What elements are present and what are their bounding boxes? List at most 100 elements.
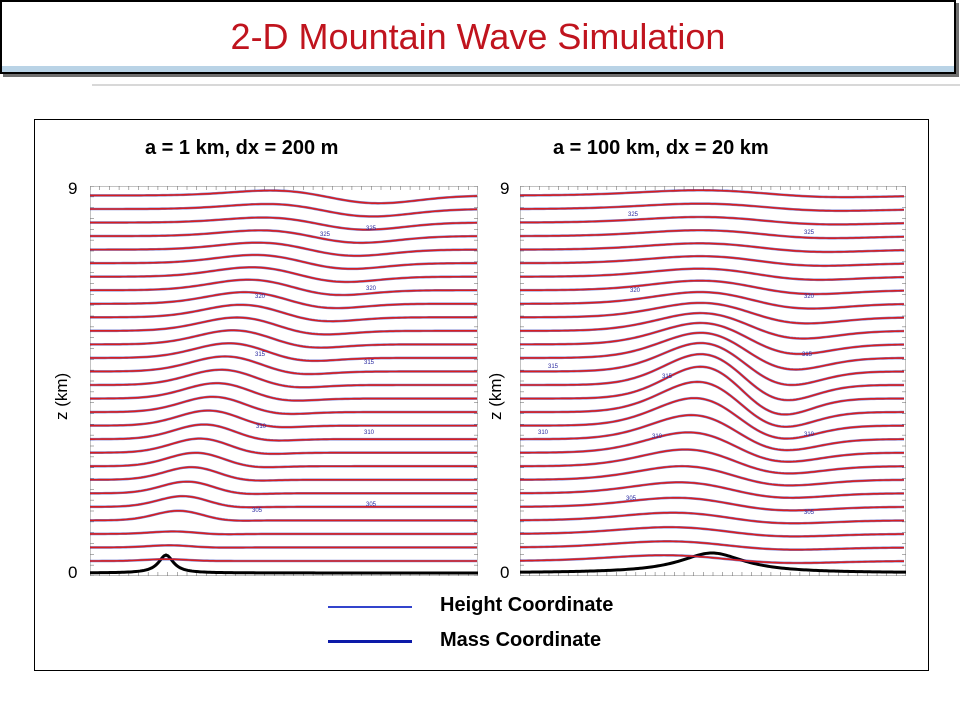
left-streamline-mass [90, 265, 477, 284]
left-streamline [90, 368, 477, 389]
right-streamline [520, 255, 905, 267]
left-plot: 325 325 320 320 315 315 310 310 305 305 [90, 186, 478, 576]
left-streamline [90, 495, 477, 509]
right-streamline [520, 365, 904, 416]
left-streamline-mass [90, 216, 478, 231]
right-streamline [520, 526, 905, 538]
left-streamline [90, 229, 478, 244]
right-streamline [520, 229, 905, 239]
right-streamline [520, 267, 905, 281]
right-streamline [520, 448, 905, 475]
left-streamline [90, 316, 477, 336]
right-contour-label: 315 [548, 364, 559, 370]
left-contour-label: 305 [252, 508, 263, 514]
left-contour-label: 310 [364, 430, 375, 436]
left-streamline [90, 203, 478, 218]
right-streamline [520, 414, 905, 451]
left-contour-label: 325 [320, 232, 331, 238]
left-streamline [90, 266, 477, 283]
left-terrain [90, 553, 478, 575]
left-streamline [90, 216, 478, 231]
right-streamline [520, 540, 905, 551]
right-plot: 325 325 320 320 315 315 315 310 310 310 305 305 [520, 186, 906, 576]
right-streamline [520, 312, 905, 340]
right-contour-label: 305 [804, 510, 815, 516]
left-streamline [90, 437, 477, 455]
right-streamline [520, 511, 905, 525]
right-streamline-mass [520, 267, 905, 282]
left-contour-label: 305 [366, 502, 377, 508]
figure-frame [34, 119, 929, 671]
right-ylabel: z (km) [486, 372, 505, 420]
right-streamline [520, 554, 905, 564]
right-contour-label: 310 [538, 430, 549, 436]
left-streamline [90, 189, 478, 205]
right-streamline [520, 202, 905, 212]
left-ytick-top: 9 [68, 179, 78, 198]
right-contour-label: 325 [628, 212, 639, 218]
left-streamline [90, 423, 477, 442]
left-streamline-mass [90, 465, 477, 482]
legend-height-line [328, 606, 412, 608]
left-streamline [90, 530, 477, 536]
right-ytick-top: 9 [500, 179, 510, 198]
right-contour-label: 325 [804, 230, 815, 236]
left-panel-heading: a = 1 km, dx = 200 m [145, 137, 339, 159]
right-streamline [520, 242, 905, 253]
left-contour-label: 320 [366, 286, 377, 292]
left-streamline [90, 254, 478, 270]
left-streamline [90, 544, 477, 549]
right-contour-label: 310 [652, 434, 663, 440]
right-streamline [520, 465, 905, 487]
right-streamline [520, 322, 905, 355]
right-streamline [520, 496, 905, 512]
title-underline [92, 84, 960, 86]
right-streamline-mass [520, 202, 905, 213]
title-bar: 2-D Mountain Wave Simulation [0, 0, 956, 74]
left-streamline [90, 409, 477, 428]
right-streamline-mass [520, 413, 905, 452]
left-streamline [90, 303, 477, 323]
left-contour-label: 315 [255, 352, 266, 358]
left-contour-label: 315 [364, 360, 375, 366]
right-streamline [520, 431, 905, 463]
right-streamline [520, 397, 905, 440]
left-streamline [90, 395, 477, 415]
left-streamline [90, 558, 477, 562]
right-streamline-mass [520, 331, 905, 371]
right-streamline-mass [520, 188, 905, 199]
legend-height-label: Height Coordinate [440, 594, 614, 616]
left-streamline-mass [90, 494, 477, 509]
right-streamline-mass [520, 215, 905, 226]
left-streamline [90, 480, 477, 495]
left-streamline-mass [90, 189, 478, 205]
left-streamline [90, 451, 477, 468]
left-streamline-mass [90, 278, 478, 297]
right-contour-label: 320 [804, 294, 815, 300]
slide-title: 2-D Mountain Wave Simulation [230, 16, 726, 57]
right-streamline-mass [520, 254, 905, 268]
right-contour-label: 320 [630, 288, 641, 294]
left-streamline [90, 278, 478, 296]
right-streamline [520, 353, 905, 401]
right-streamline [520, 342, 905, 386]
left-contour-label: 325 [366, 226, 377, 232]
legend-mass-line [328, 640, 412, 643]
right-streamline-mass [520, 228, 905, 240]
left-streamline [90, 466, 477, 482]
right-streamline [520, 216, 905, 226]
right-ytick-bottom: 0 [500, 563, 510, 582]
left-streamline [90, 342, 477, 362]
left-streamline [90, 291, 477, 309]
legend-mass-label: Mass Coordinate [440, 629, 602, 651]
left-streamline [90, 510, 477, 522]
left-streamline-mass [90, 202, 478, 218]
right-streamline [520, 481, 905, 499]
right-contour-label: 315 [662, 374, 673, 380]
right-streamline [520, 381, 905, 428]
right-streamline [520, 189, 905, 198]
right-contour-label: 305 [626, 496, 637, 502]
left-contour-label: 310 [256, 424, 267, 430]
title-bar-shade [2, 66, 954, 72]
left-streamline-mass [90, 316, 477, 336]
